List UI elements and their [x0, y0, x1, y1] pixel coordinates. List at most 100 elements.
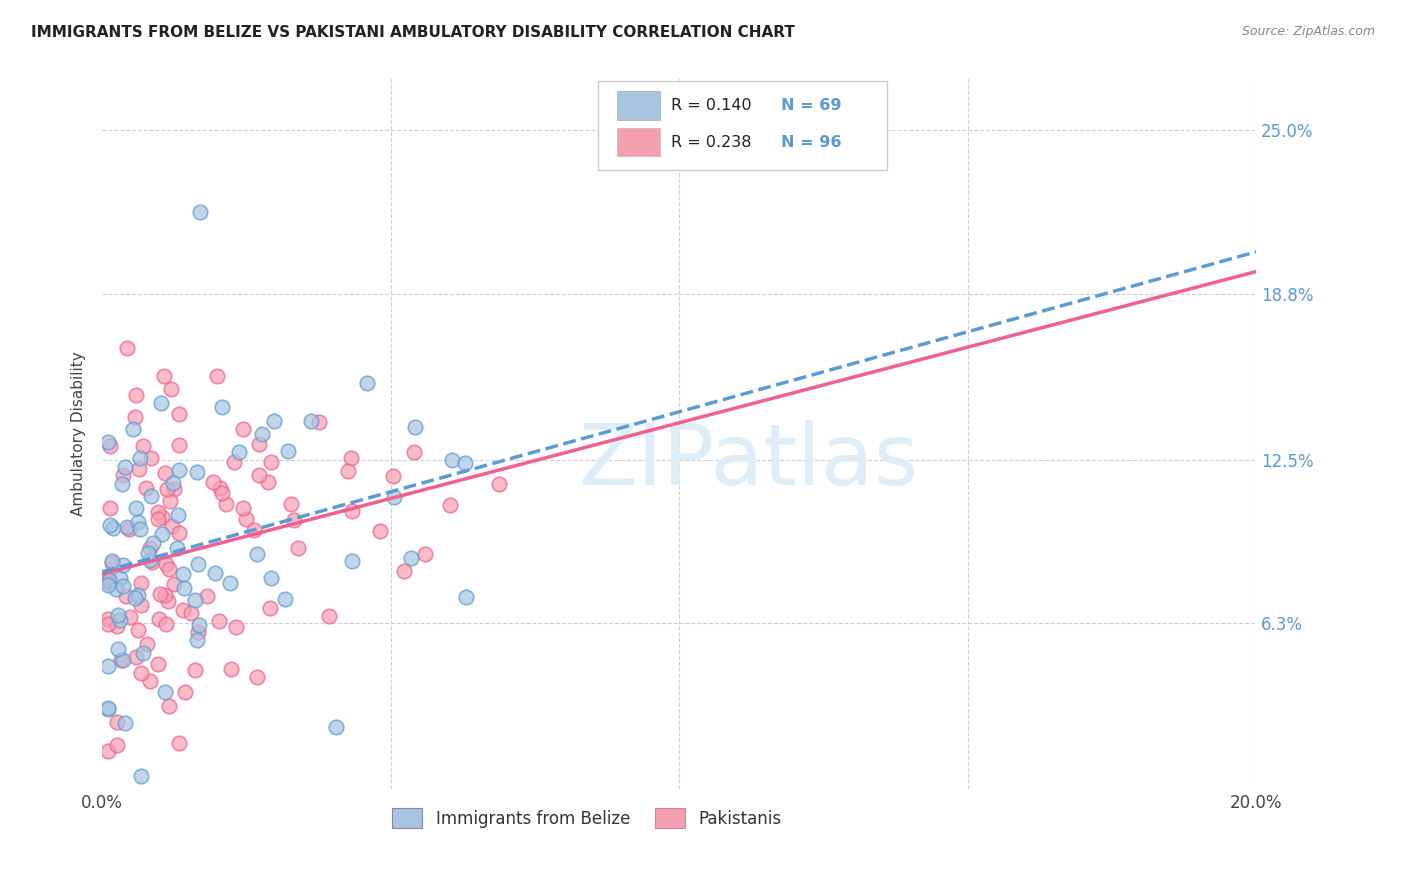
Point — [172, 603, 194, 617]
Point — [441, 453, 464, 467]
Point — [259, 600, 281, 615]
Text: R = 0.140: R = 0.140 — [671, 98, 752, 113]
Point — [340, 451, 363, 466]
Point — [163, 576, 186, 591]
Point — [105, 618, 128, 632]
Point — [250, 426, 273, 441]
Point — [235, 512, 257, 526]
Point — [111, 467, 134, 482]
Point — [97, 612, 120, 626]
Point — [283, 513, 305, 527]
Point — [169, 463, 191, 477]
Point — [122, 422, 145, 436]
Point — [308, 415, 330, 429]
Point — [247, 467, 270, 482]
Point — [382, 490, 405, 504]
Point — [439, 498, 461, 512]
Point — [208, 614, 231, 628]
Point — [107, 608, 129, 623]
Point — [173, 581, 195, 595]
Point — [114, 716, 136, 731]
Point — [159, 493, 181, 508]
Point — [150, 510, 173, 524]
Point — [340, 504, 363, 518]
Point — [129, 575, 152, 590]
Point — [129, 665, 152, 680]
Point — [156, 482, 179, 496]
Point — [139, 541, 162, 556]
Point — [167, 438, 190, 452]
Point — [246, 670, 269, 684]
Point — [146, 504, 169, 518]
Point — [148, 612, 170, 626]
Point — [299, 414, 322, 428]
FancyBboxPatch shape — [617, 91, 659, 120]
Point — [211, 400, 233, 414]
Point — [340, 554, 363, 568]
Point — [356, 376, 378, 390]
Point — [127, 623, 149, 637]
Point — [136, 637, 159, 651]
Point — [219, 662, 242, 676]
Point — [392, 565, 415, 579]
Point — [404, 420, 426, 434]
Point — [110, 652, 132, 666]
Point — [139, 451, 162, 466]
Point — [125, 388, 148, 402]
Point — [129, 522, 152, 536]
Point — [187, 557, 209, 571]
Point — [112, 558, 135, 572]
Point — [112, 653, 135, 667]
Point — [209, 482, 232, 496]
Point — [256, 475, 278, 490]
Point — [155, 557, 177, 571]
Point — [101, 556, 124, 570]
Point — [155, 617, 177, 632]
Point — [402, 445, 425, 459]
Text: ZIPatlas: ZIPatlas — [578, 420, 918, 503]
Point — [97, 574, 120, 589]
Point — [138, 674, 160, 689]
Point — [129, 769, 152, 783]
Point — [381, 468, 404, 483]
Point — [157, 561, 180, 575]
Text: R = 0.238: R = 0.238 — [671, 135, 752, 150]
Point — [225, 620, 247, 634]
Point — [107, 714, 129, 729]
Point — [169, 736, 191, 750]
Point — [325, 720, 347, 734]
Point — [125, 649, 148, 664]
Point — [318, 609, 340, 624]
Point — [162, 476, 184, 491]
Point — [153, 466, 176, 480]
Point — [157, 698, 180, 713]
Point — [97, 700, 120, 714]
Point — [115, 520, 138, 534]
Point — [184, 663, 207, 677]
Point — [368, 524, 391, 538]
Point — [166, 541, 188, 555]
Point — [195, 589, 218, 603]
Point — [142, 535, 165, 549]
Point — [98, 574, 121, 588]
Point — [228, 445, 250, 459]
Point — [146, 512, 169, 526]
Point — [280, 498, 302, 512]
FancyBboxPatch shape — [617, 128, 659, 156]
Point — [128, 451, 150, 466]
Point — [105, 738, 128, 752]
Point — [232, 501, 254, 516]
Point — [274, 592, 297, 607]
Point — [259, 571, 281, 585]
Point — [155, 685, 177, 699]
Point — [167, 525, 190, 540]
Point — [97, 744, 120, 758]
Point — [115, 341, 138, 355]
Point — [167, 407, 190, 421]
Point — [215, 497, 238, 511]
Point — [115, 589, 138, 603]
Point — [153, 588, 176, 602]
Point — [146, 657, 169, 671]
Point — [97, 658, 120, 673]
Point — [287, 541, 309, 555]
